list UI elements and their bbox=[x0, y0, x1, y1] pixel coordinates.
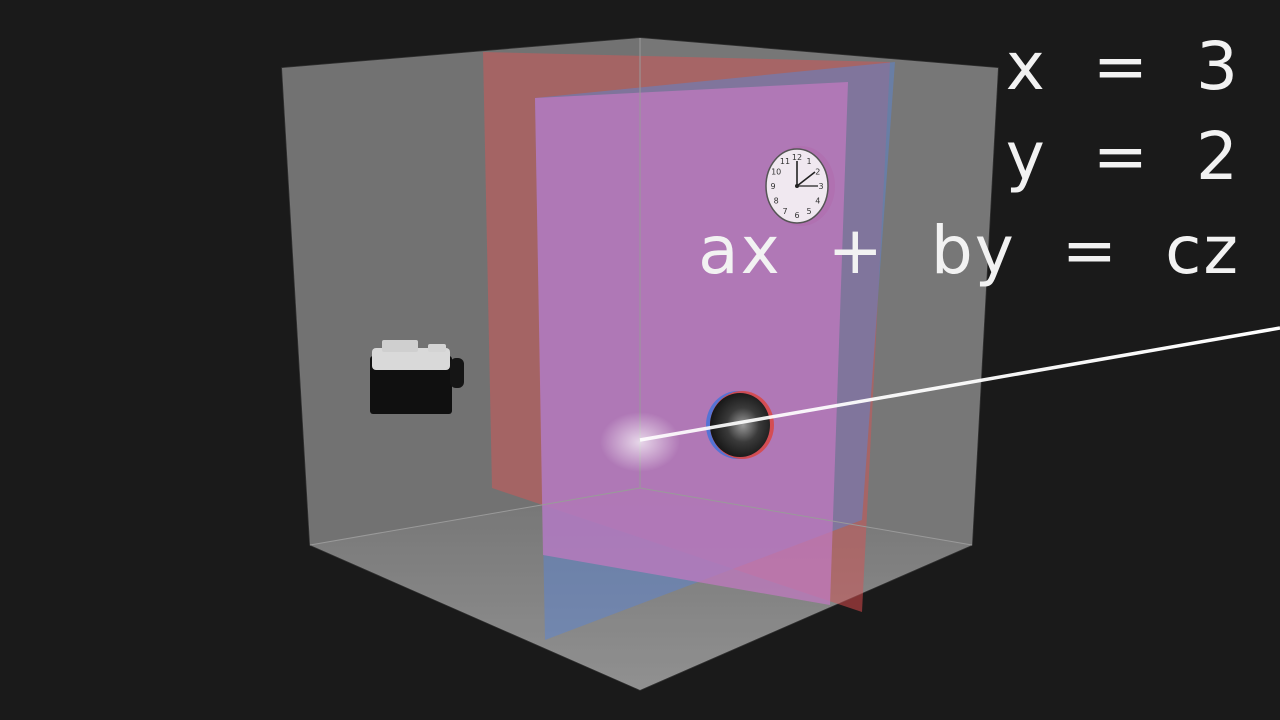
clock-number: 11 bbox=[780, 157, 790, 166]
clock-number: 10 bbox=[771, 168, 781, 177]
clock-number: 7 bbox=[782, 207, 787, 216]
equation-x: x = 3 bbox=[1005, 28, 1240, 105]
clock-number: 3 bbox=[818, 182, 823, 191]
clock-number: 5 bbox=[806, 207, 811, 216]
clock-number: 2 bbox=[815, 168, 820, 177]
magenta-plane bbox=[535, 82, 848, 605]
ray-glow bbox=[600, 412, 680, 472]
clock-number: 1 bbox=[806, 157, 811, 166]
box-edge bbox=[309, 487, 641, 546]
clock-number: 8 bbox=[774, 197, 779, 206]
clock-number: 12 bbox=[792, 153, 802, 162]
box-edge bbox=[639, 487, 973, 546]
clock-number: 9 bbox=[770, 182, 775, 191]
equation-y: y = 2 bbox=[1005, 118, 1240, 195]
camera-icon bbox=[370, 340, 464, 414]
clock-number: 4 bbox=[815, 197, 820, 206]
clock-number: 6 bbox=[794, 211, 799, 220]
light-ray bbox=[639, 326, 1280, 442]
equation-plane: ax + by = cz bbox=[698, 212, 1240, 289]
sphere-icon bbox=[706, 391, 774, 459]
